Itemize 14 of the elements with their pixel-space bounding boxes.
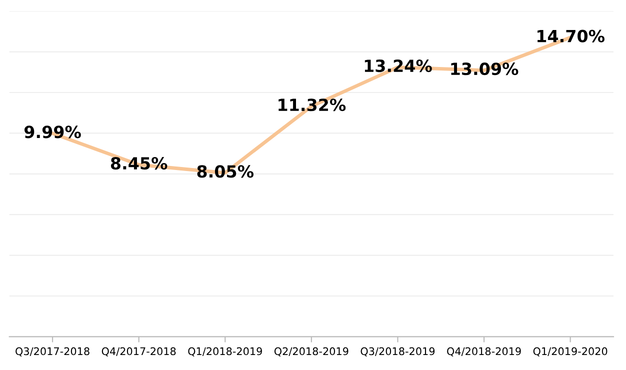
x-tick-label: Q4/2017-2018 [102, 347, 176, 356]
data-label: 8.45% [110, 156, 168, 170]
data-label: 14.70% [538, 30, 605, 42]
x-tick-label: Q2/2018-2019 [274, 347, 348, 356]
x-tick-label: Q1/2018-2019 [188, 347, 262, 356]
data-label: 9.99% [24, 126, 81, 138]
data-label: 13.09% [451, 62, 518, 76]
data-label: 13.24% [364, 59, 432, 72]
x-tick-label: Q3/2017-2018 [16, 347, 90, 356]
data-label: 8.05% [197, 165, 254, 178]
x-tick-label: Q1/2019-2020 [533, 347, 608, 356]
data-label: 11.32% [278, 98, 346, 112]
x-tick-label: Q4/2018-2019 [447, 347, 521, 356]
x-tick-label: Q3/2018-2019 [360, 347, 435, 356]
